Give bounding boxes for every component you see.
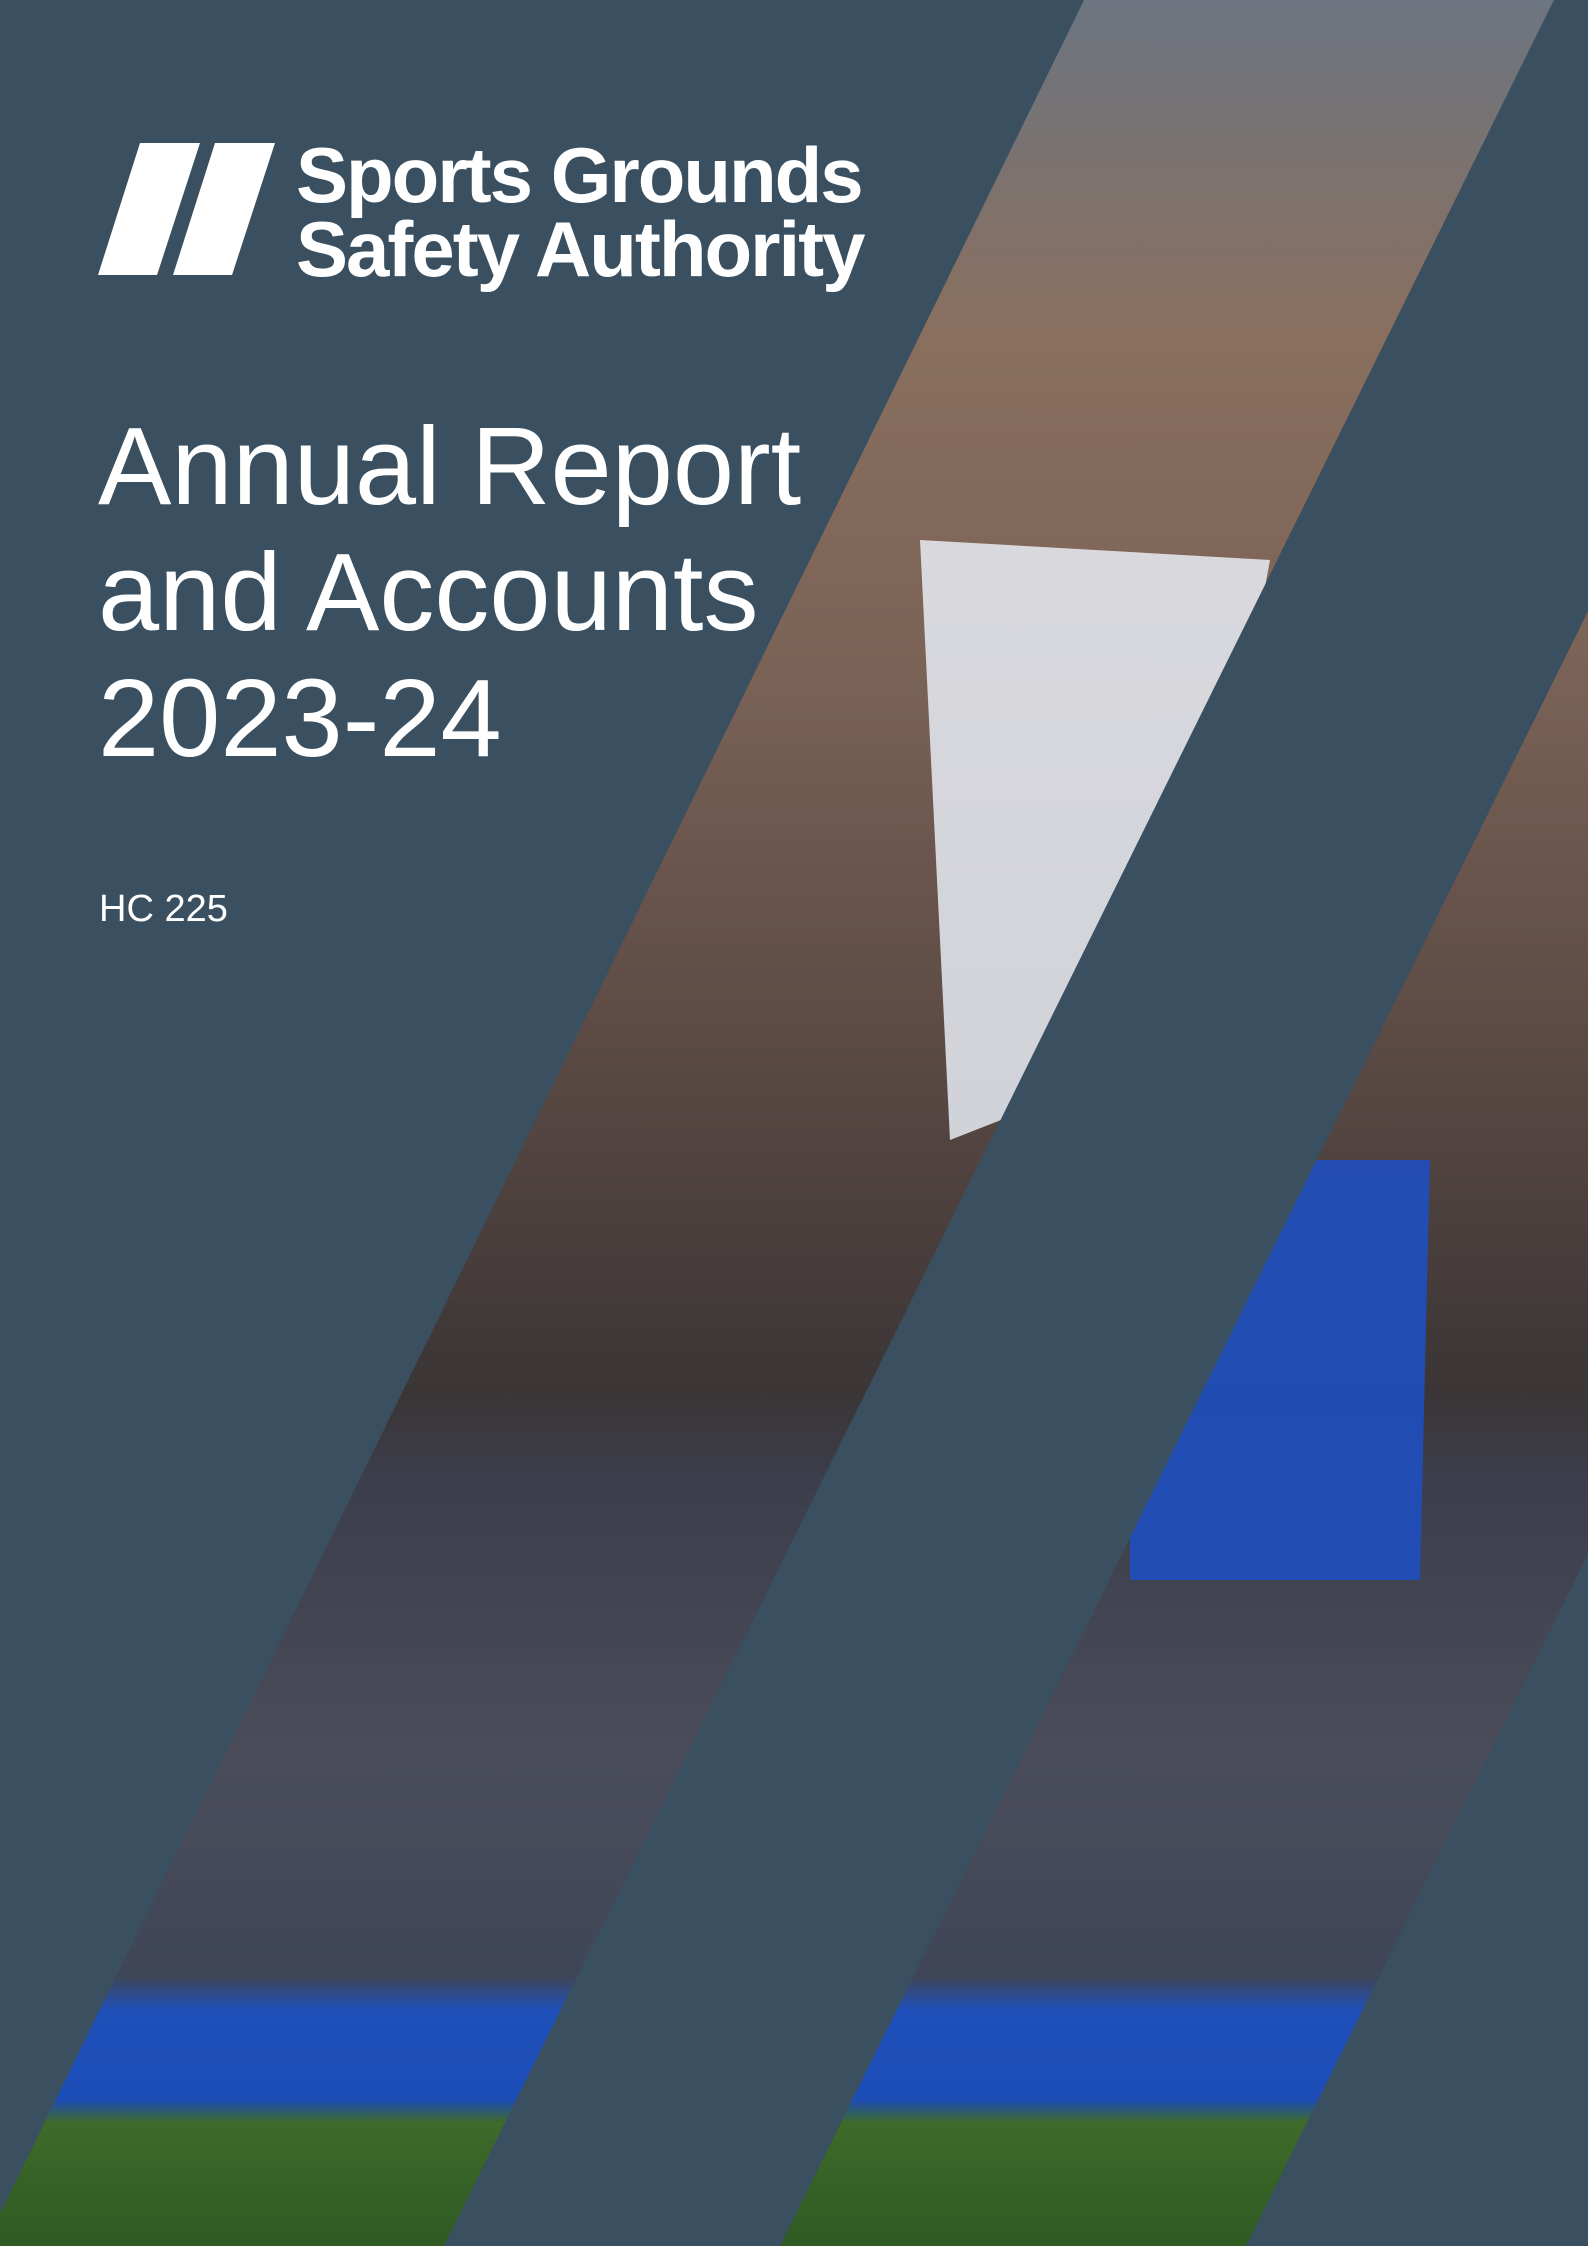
logo-text: Safety Authority: [296, 205, 865, 293]
logo-text: Sports Grounds: [296, 131, 862, 219]
diagonal-band: [1246, 1553, 1588, 2246]
logo-slash: [173, 143, 275, 275]
diagonal-band: [0, 0, 1084, 2246]
diagonal-band: [444, 0, 1588, 2246]
reference: HC 225: [99, 888, 228, 930]
logo-slash: [98, 143, 200, 275]
title-line: Annual Report: [98, 405, 801, 528]
title-line: and Accounts: [98, 531, 758, 654]
title-line: 2023-24: [98, 657, 502, 780]
